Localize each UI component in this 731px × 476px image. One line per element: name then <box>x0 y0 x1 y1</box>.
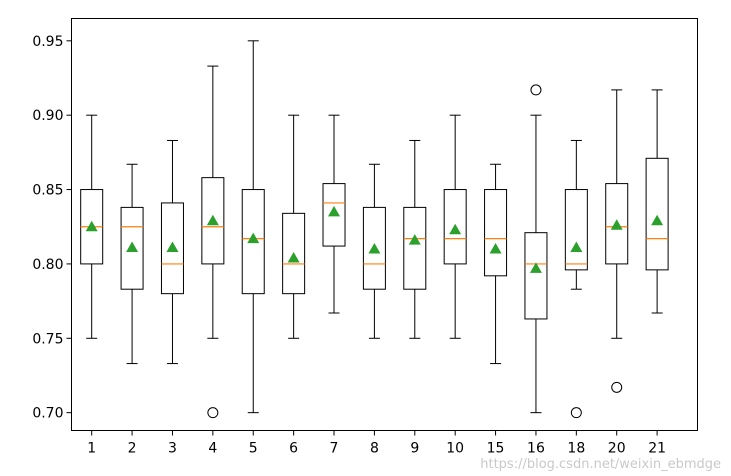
mean-marker <box>408 234 421 245</box>
y-axis-ticks: 0.70 0.75 0.80 0.85 0.90 0.95 <box>32 34 72 422</box>
iqr-box <box>645 157 669 271</box>
box-group-7 <box>322 114 346 314</box>
watermark-text: https://blog.csdn.net/weixin_ebmdge <box>480 457 721 472</box>
box-group-20 <box>605 89 629 393</box>
mean-marker <box>287 251 300 263</box>
x-tick-label: 6 <box>289 441 298 457</box>
x-tick-label: 20 <box>608 441 626 457</box>
y-tick-label: 0.85 <box>32 183 63 199</box>
mean-marker <box>529 262 542 273</box>
x-tick-label: 21 <box>648 441 666 457</box>
x-axis-ticks: 1 2 3 4 5 6 7 8 9 10 15 16 18 20 21 <box>87 430 666 457</box>
outlier-point <box>207 407 219 419</box>
mean-marker <box>610 219 623 230</box>
outlier-point <box>530 84 542 96</box>
x-tick-label: 18 <box>567 441 585 457</box>
mean-marker <box>85 220 98 232</box>
iqr-box <box>160 202 184 295</box>
iqr-box <box>282 212 306 295</box>
iqr-box <box>322 183 346 247</box>
x-tick-label: 7 <box>330 441 339 457</box>
y-tick-label: 0.95 <box>32 34 63 50</box>
plot-layer <box>80 40 669 419</box>
iqr-box <box>241 189 265 295</box>
iqr-box <box>403 206 427 290</box>
x-tick-label: 15 <box>487 441 505 457</box>
outlier-point <box>611 381 623 393</box>
x-tick-label: 3 <box>168 441 177 457</box>
x-tick-label: 1 <box>87 441 96 457</box>
x-tick-label: 10 <box>446 441 464 457</box>
x-tick-label: 16 <box>527 441 545 457</box>
mean-marker <box>449 223 462 235</box>
box-group-9 <box>403 139 427 339</box>
box-group-6 <box>282 114 306 339</box>
box-group-1 <box>80 114 104 339</box>
y-tick-label: 0.70 <box>32 406 63 422</box>
iqr-box <box>120 206 144 290</box>
box-group-4 <box>201 65 225 419</box>
iqr-box <box>484 189 508 277</box>
x-tick-label: 9 <box>410 441 419 457</box>
box-group-5 <box>241 40 265 414</box>
mean-marker <box>328 205 341 217</box>
mean-marker <box>570 241 583 253</box>
mean-marker <box>651 214 664 226</box>
box-group-15 <box>484 163 508 365</box>
box-group-8 <box>362 163 386 339</box>
x-tick-label: 4 <box>208 441 217 457</box>
y-tick-label: 0.75 <box>32 331 63 347</box>
x-tick-label: 8 <box>370 441 379 457</box>
box-group-16 <box>524 84 548 414</box>
iqr-box <box>605 183 629 265</box>
box-group-21 <box>645 89 669 314</box>
y-tick-label: 0.80 <box>32 257 63 273</box>
mean-marker <box>368 243 381 254</box>
box-group-3 <box>160 139 184 365</box>
iqr-box <box>524 232 548 320</box>
mean-marker <box>489 243 502 254</box>
outlier-point <box>570 407 582 419</box>
box-group-10 <box>443 114 467 339</box>
iqr-box <box>443 189 467 265</box>
mean-marker <box>247 232 260 244</box>
x-tick-label: 5 <box>249 441 258 457</box>
iqr-box <box>564 189 588 271</box>
iqr-box <box>201 177 225 265</box>
iqr-box <box>362 206 386 290</box>
box-group-2 <box>120 163 144 365</box>
y-tick-label: 0.90 <box>32 108 63 124</box>
mean-marker <box>126 241 139 253</box>
mean-marker <box>206 214 219 226</box>
x-tick-label: 2 <box>128 441 137 457</box>
box-group-18 <box>564 139 588 419</box>
axes-frame <box>71 18 698 431</box>
mean-marker <box>166 241 179 253</box>
